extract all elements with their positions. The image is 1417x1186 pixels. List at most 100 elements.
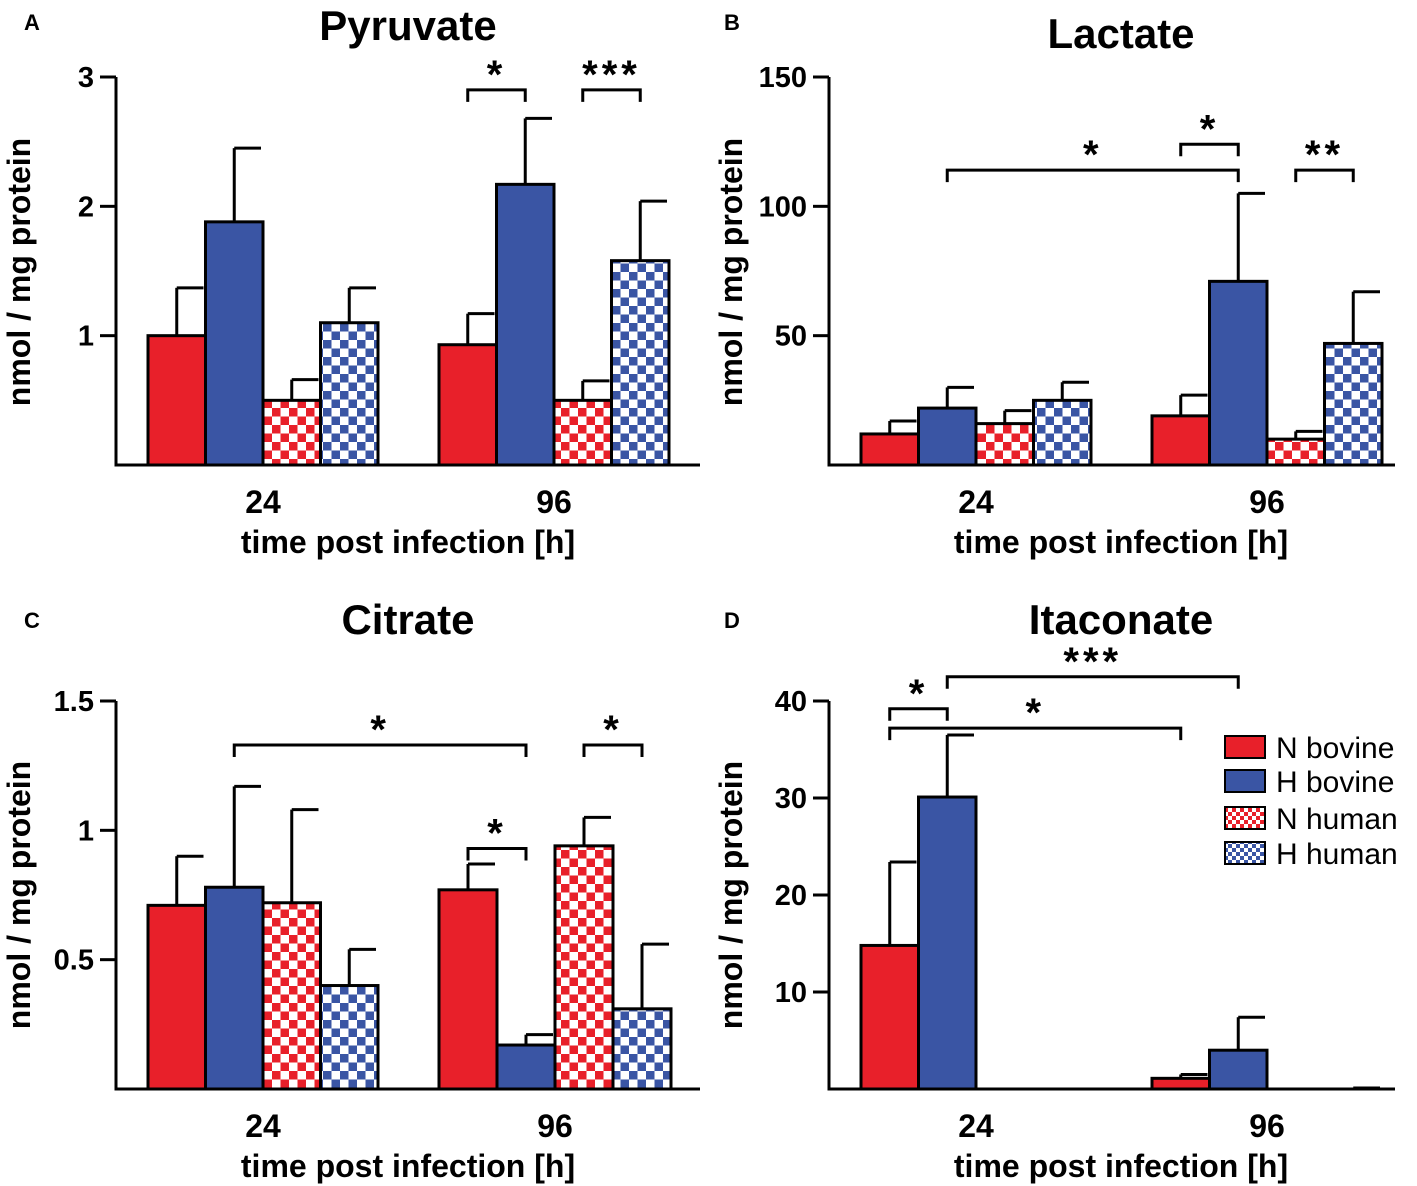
legend-swatch-n-human <box>1224 806 1266 830</box>
bar-n-bovine-96h <box>1150 1076 1211 1091</box>
panel-itaconate: D Itaconate nmol / mg protein time post … <box>713 596 1395 1184</box>
bar-n-bovine-24h <box>146 334 207 467</box>
bar-h-bovine-24h <box>204 885 265 1091</box>
legend-swatch-h-bovine <box>1224 769 1266 793</box>
bar-n-human-24h <box>261 901 322 1091</box>
y-axis-label: nmol / mg protein <box>713 138 749 406</box>
significance-bracket <box>888 726 1183 741</box>
bar-h-bovine-96h <box>495 1043 557 1091</box>
x-tick-label: 96 <box>1249 1108 1285 1144</box>
significance-label: *** <box>582 53 641 97</box>
significance-bracket <box>945 675 1240 689</box>
bar-n-human-96h <box>553 844 615 1091</box>
panel-citrate: C Citrate nmol / mg protein time post in… <box>1 596 700 1184</box>
legend: N bovine H bovine N human H human <box>1224 732 1398 871</box>
bar-n-human-24h <box>261 398 322 467</box>
bar-n-human-24h <box>974 422 1035 467</box>
x-axis-label: time post infection [h] <box>241 524 575 560</box>
chart-title: Citrate <box>341 596 474 643</box>
y-tick-label: 150 <box>759 62 807 94</box>
bar-h-bovine-24h <box>917 406 978 467</box>
panel-letter: A <box>24 10 40 35</box>
significance-label: * <box>603 708 623 752</box>
x-tick-label: 96 <box>536 484 572 520</box>
panel-letter: B <box>724 10 740 35</box>
x-tick-label: 96 <box>537 1108 573 1144</box>
significance-label: * <box>1200 107 1220 151</box>
x-tick-label: 24 <box>245 484 281 520</box>
y-axis-label: nmol / mg protein <box>1 761 37 1029</box>
y-tick-label: 3 <box>78 62 94 94</box>
significance-label: ** <box>1305 133 1344 177</box>
x-tick-label: 24 <box>958 1108 994 1144</box>
legend-swatch-h-human <box>1224 841 1266 865</box>
significance-bracket <box>581 88 642 102</box>
legend-swatch-n-bovine <box>1224 735 1266 759</box>
bar-h-human-24h <box>319 321 380 467</box>
bar-h-bovine-96h <box>1208 279 1269 467</box>
significance-bracket <box>466 88 527 102</box>
y-tick-label: 30 <box>775 783 807 815</box>
y-tick-label: 10 <box>775 977 807 1009</box>
x-axis-label: time post infection [h] <box>954 524 1288 560</box>
significance-bracket <box>466 846 528 861</box>
bar-n-bovine-96h <box>1150 414 1211 467</box>
y-tick-label: 0.5 <box>54 945 94 977</box>
bar-n-bovine-24h <box>859 943 920 1091</box>
panel-lactate: B Lactate nmol / mg protein time post in… <box>713 10 1395 560</box>
bar-n-bovine-24h <box>146 903 207 1091</box>
chart-title: Lactate <box>1047 10 1194 57</box>
legend-label-h-bovine: H bovine <box>1276 766 1394 799</box>
significance-bracket <box>945 168 1240 183</box>
y-tick-label: 40 <box>775 686 807 718</box>
bar-n-bovine-96h <box>437 888 499 1091</box>
significance-bracket <box>888 707 949 721</box>
y-tick-label: 50 <box>775 321 807 353</box>
bar-n-bovine-24h <box>859 432 920 467</box>
legend-label-n-human: N human <box>1276 803 1398 836</box>
significance-label: * <box>370 708 390 752</box>
y-tick-label: 20 <box>775 880 807 912</box>
legend-label-n-bovine: N bovine <box>1276 732 1394 765</box>
x-tick-label: 24 <box>245 1108 281 1144</box>
bar-n-human-96h <box>1265 437 1326 467</box>
chart-title: Pyruvate <box>319 2 496 49</box>
chart-title: Itaconate <box>1029 596 1213 643</box>
bar-h-bovine-96h <box>495 182 556 467</box>
panel-letter: D <box>724 608 740 633</box>
significance-label: *** <box>1063 640 1122 684</box>
significance-label: * <box>909 672 929 716</box>
y-tick-label: 1.5 <box>54 686 94 718</box>
significance-label: * <box>1025 691 1045 735</box>
bar-n-human-96h <box>552 398 613 467</box>
bar-h-bovine-24h <box>917 795 978 1091</box>
panel-letter: C <box>24 608 40 633</box>
y-axis-label: nmol / mg protein <box>713 761 749 1029</box>
x-tick-label: 24 <box>958 484 994 520</box>
bar-h-human-96h <box>610 259 671 467</box>
bar-h-human-24h <box>1032 398 1093 467</box>
bar-h-bovine-96h <box>1208 1048 1269 1091</box>
x-axis-label: time post infection [h] <box>954 1148 1288 1184</box>
y-tick-label: 100 <box>759 191 807 223</box>
significance-bracket <box>582 743 644 757</box>
x-tick-label: 96 <box>1249 484 1285 520</box>
significance-bracket <box>1179 142 1240 157</box>
significance-bracket <box>232 743 528 757</box>
y-tick-label: 2 <box>78 191 94 223</box>
bar-h-bovine-24h <box>204 220 265 467</box>
bar-h-human-24h <box>319 984 380 1091</box>
significance-bracket <box>1294 168 1355 183</box>
bar-h-human-96h <box>611 1007 673 1091</box>
significance-label: * <box>487 53 507 97</box>
significance-label: * <box>1083 133 1103 177</box>
y-tick-label: 1 <box>78 815 94 847</box>
x-axis-label: time post infection [h] <box>241 1148 575 1184</box>
legend-label-h-human: H human <box>1276 838 1398 871</box>
bar-h-human-96h <box>1323 341 1384 467</box>
y-axis-label: nmol / mg protein <box>1 138 37 406</box>
bar-n-bovine-96h <box>437 343 498 467</box>
panel-pyruvate: A Pyruvate nmol / mg protein time post i… <box>1 2 700 560</box>
significance-label: * <box>487 811 507 855</box>
